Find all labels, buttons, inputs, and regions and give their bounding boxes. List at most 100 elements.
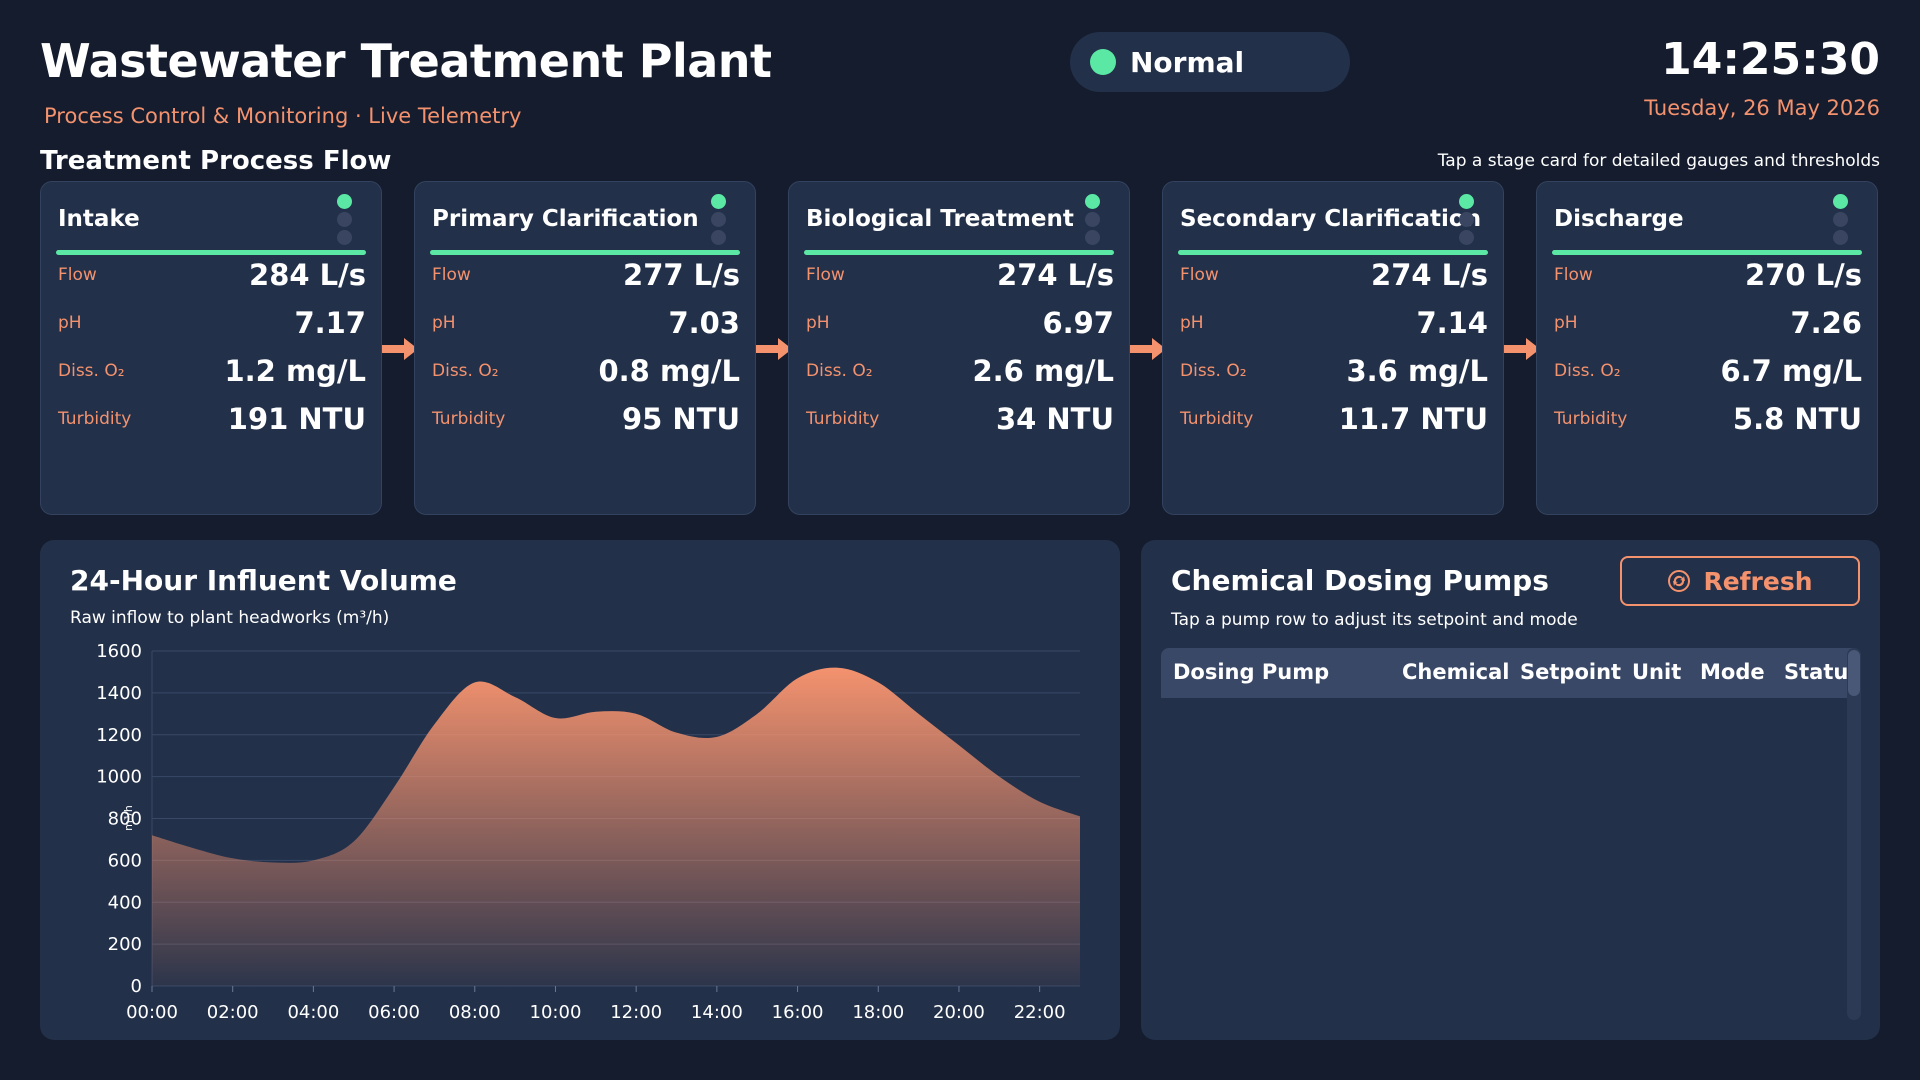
metric-label: pH — [1180, 313, 1204, 333]
metric-label: Flow — [58, 265, 97, 285]
stage-card-intake[interactable]: Intake Flow 284 L/s pH 7.17 Diss. O₂ 1.2 mg/L T… — [40, 181, 382, 515]
metric-row-flow: Flow 274 L/s — [1180, 251, 1488, 299]
metric-value: 5.8 NTU — [1732, 402, 1862, 436]
metric-label: Diss. O₂ — [58, 361, 125, 381]
status-light-icon — [1833, 230, 1848, 245]
influent-area-series — [152, 667, 1080, 986]
pumps-table-scrollbar[interactable] — [1847, 648, 1861, 1020]
metric-value: 270 L/s — [1745, 258, 1862, 292]
stage-status-lights — [1459, 194, 1475, 248]
y-tick-label: 1200 — [96, 725, 142, 746]
x-tick-label: 18:00 — [852, 1002, 904, 1023]
scrollbar-thumb[interactable] — [1848, 650, 1860, 696]
stage-card-primary-clarification[interactable]: Primary Clarification Flow 277 L/s pH 7.03 Di… — [414, 181, 756, 515]
metric-label: pH — [806, 313, 830, 333]
x-tick-label: 16:00 — [772, 1002, 824, 1023]
metric-row-ph: pH 7.17 — [58, 299, 366, 347]
influent-chart-title: 24-Hour Influent Volume — [70, 564, 457, 597]
x-tick-label: 20:00 — [933, 1002, 985, 1023]
metric-label: Flow — [432, 265, 471, 285]
metric-row-flow: Flow 274 L/s — [806, 251, 1114, 299]
metric-value: 284 L/s — [249, 258, 366, 292]
metric-value: 191 NTU — [227, 402, 366, 436]
metric-label: Turbidity — [58, 409, 132, 429]
metric-row-ph: pH 7.03 — [432, 299, 740, 347]
metric-label: pH — [432, 313, 456, 333]
refresh-button-label: Refresh — [1703, 566, 1813, 596]
page-title: Wastewater Treatment Plant — [40, 34, 772, 88]
pumps-table: Dosing Pump Chemical Setpoint Unit Mode … — [1161, 648, 1861, 1020]
column-header-unit[interactable]: Unit — [1632, 660, 1682, 684]
column-header-dosing-pump[interactable]: Dosing Pump — [1173, 660, 1330, 684]
flow-arrow-icon — [1130, 338, 1166, 360]
stage-status-lights — [711, 194, 727, 248]
metric-value: 3.6 mg/L — [1346, 354, 1488, 388]
status-light-icon — [1833, 194, 1848, 209]
metric-label: Turbidity — [432, 409, 506, 429]
status-text: Normal — [1130, 45, 1245, 79]
metric-value: 6.7 mg/L — [1720, 354, 1862, 388]
flow-arrow-icon — [382, 338, 418, 360]
metric-row-flow: Flow 284 L/s — [58, 251, 366, 299]
metric-value: 7.26 — [1790, 306, 1862, 340]
y-tick-label: 200 — [108, 934, 142, 955]
x-tick-label: 04:00 — [287, 1002, 339, 1023]
status-light-icon — [711, 194, 726, 209]
stage-health-bar — [1552, 250, 1862, 255]
clock-date: Tuesday, 26 May 2026 — [1644, 96, 1880, 120]
metric-row-do: Diss. O₂ 3.6 mg/L — [1180, 347, 1488, 395]
metric-row-turbidity: Turbidity 5.8 NTU — [1554, 395, 1862, 443]
metric-label: Flow — [1554, 265, 1593, 285]
column-header-setpoint[interactable]: Setpoint — [1520, 660, 1622, 684]
metric-row-turbidity: Turbidity 191 NTU — [58, 395, 366, 443]
metric-label: Turbidity — [1554, 409, 1628, 429]
metric-row-do: Diss. O₂ 1.2 mg/L — [58, 347, 366, 395]
flow-arrow-icon — [756, 338, 792, 360]
dosing-pumps-panel: Chemical Dosing Pumps Tap a pump row to … — [1141, 540, 1880, 1040]
metric-label: Diss. O₂ — [1180, 361, 1247, 381]
metric-value: 6.97 — [1042, 306, 1114, 340]
metric-row-flow: Flow 277 L/s — [432, 251, 740, 299]
y-tick-label: 400 — [108, 892, 142, 913]
stage-card-biological-treatment[interactable]: Biological Treatment Flow 274 L/s pH 6.97 Dis… — [788, 181, 1130, 515]
metric-value: 274 L/s — [997, 258, 1114, 292]
x-tick-label: 02:00 — [207, 1002, 259, 1023]
metric-row-turbidity: Turbidity 34 NTU — [806, 395, 1114, 443]
x-tick-label: 08:00 — [449, 1002, 501, 1023]
clock-time: 14:25:30 — [1661, 34, 1880, 85]
stage-name: Secondary Clarification — [1180, 206, 1482, 232]
metric-value: 0.8 mg/L — [598, 354, 740, 388]
metric-label: pH — [1554, 313, 1578, 333]
column-header-chemical[interactable]: Chemical — [1402, 660, 1510, 684]
metric-value: 277 L/s — [623, 258, 740, 292]
system-status-badge: Normal — [1070, 32, 1350, 92]
metric-label: Diss. O₂ — [806, 361, 873, 381]
stage-card-secondary-clarification[interactable]: Secondary Clarification Flow 274 L/s pH 7.14… — [1162, 181, 1504, 515]
stage-health-bar — [56, 250, 366, 255]
metric-label: Turbidity — [1180, 409, 1254, 429]
refresh-button[interactable]: Refresh — [1620, 556, 1860, 606]
metric-label: Flow — [1180, 265, 1219, 285]
y-tick-label: 0 — [131, 976, 142, 997]
stage-status-lights — [1833, 194, 1849, 248]
process-flow-hint: Tap a stage card for detailed gauges and… — [1437, 151, 1880, 171]
metric-value: 11.7 NTU — [1338, 402, 1488, 436]
metric-row-do: Diss. O₂ 6.7 mg/L — [1554, 347, 1862, 395]
metric-row-flow: Flow 270 L/s — [1554, 251, 1862, 299]
dosing-pumps-subtitle: Tap a pump row to adjust its setpoint an… — [1171, 610, 1578, 630]
metric-label: Flow — [806, 265, 845, 285]
column-header-mode[interactable]: Mode — [1700, 660, 1765, 684]
influent-area-chart: 0 200 400 600 800 1000 1200 1400 1600 00:00 02:00 0… — [96, 641, 1080, 1023]
metric-value: 274 L/s — [1371, 258, 1488, 292]
stage-card-discharge[interactable]: Discharge Flow 270 L/s pH 7.26 Diss. O₂ 6.7 mg… — [1536, 181, 1878, 515]
status-light-icon — [1085, 230, 1100, 245]
metric-row-ph: pH 7.26 — [1554, 299, 1862, 347]
metric-value: 7.03 — [668, 306, 740, 340]
stage-health-bar — [430, 250, 740, 255]
flow-arrow-icon — [1504, 338, 1540, 360]
metric-value: 1.2 mg/L — [224, 354, 366, 388]
stage-health-bar — [804, 250, 1114, 255]
x-tick-label: 06:00 — [368, 1002, 420, 1023]
stage-name: Primary Clarification — [432, 206, 699, 232]
metric-label: Turbidity — [806, 409, 880, 429]
